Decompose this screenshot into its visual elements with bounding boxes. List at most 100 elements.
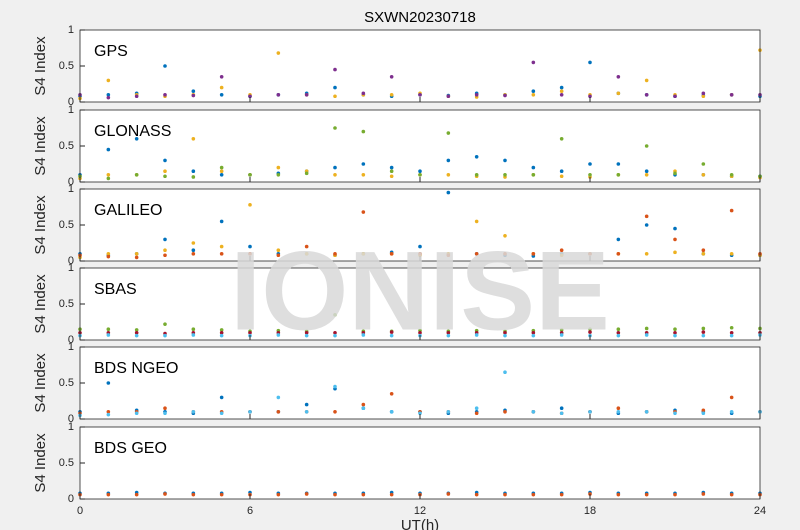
data-point: [163, 248, 167, 252]
data-point: [531, 173, 536, 177]
data-point: [446, 331, 451, 335]
data-point: [644, 333, 649, 337]
data-point: [446, 253, 451, 258]
data-point: [588, 330, 592, 334]
data-point: [276, 395, 281, 400]
data-point: [588, 162, 592, 166]
data-point: [219, 328, 224, 332]
data-point: [361, 210, 366, 214]
data-point: [701, 173, 706, 177]
x-tick-label: 18: [584, 505, 596, 517]
y-tick-label: 0: [68, 176, 74, 188]
data-point: [644, 93, 649, 97]
data-point: [644, 326, 649, 331]
data-point: [106, 95, 111, 100]
data-point: [333, 333, 337, 338]
data-point: [134, 411, 139, 416]
data-point: [729, 395, 734, 400]
y-tick-label: 0.5: [59, 219, 74, 231]
data-point: [418, 93, 422, 97]
data-point: [616, 327, 621, 332]
data-point: [474, 93, 479, 97]
data-point: [531, 93, 536, 97]
data-point: [134, 255, 139, 260]
data-point: [163, 333, 167, 338]
y-axis-label: S4 Index: [32, 274, 49, 334]
data-point: [191, 410, 196, 414]
data-point: [616, 173, 621, 177]
data-point: [389, 75, 394, 79]
data-point: [474, 333, 479, 337]
data-point: [503, 370, 507, 375]
data-point: [304, 492, 309, 496]
data-point: [248, 410, 252, 414]
data-point: [106, 252, 111, 256]
data-point: [389, 333, 394, 338]
data-point: [191, 137, 196, 141]
data-point: [729, 333, 734, 338]
data-point: [503, 173, 507, 177]
data-point: [644, 223, 649, 227]
data-point: [333, 331, 337, 335]
data-point: [503, 158, 507, 163]
data-point: [219, 331, 224, 335]
data-point: [701, 326, 706, 331]
data-point: [588, 60, 592, 65]
data-point: [673, 250, 677, 255]
data-point: [389, 174, 394, 179]
data-point: [219, 219, 224, 224]
data-point: [276, 248, 281, 252]
data-point: [191, 248, 196, 252]
data-point: [701, 411, 706, 416]
data-point: [219, 75, 224, 79]
data-point: [673, 492, 677, 497]
data-point: [531, 333, 536, 338]
y-tick-label: 1: [68, 341, 74, 353]
data-point: [333, 126, 337, 130]
y-tick-label: 0.5: [59, 298, 74, 310]
data-point: [191, 169, 196, 173]
data-point: [134, 173, 139, 177]
data-point: [644, 214, 649, 219]
data-point: [559, 89, 564, 93]
data-point: [333, 173, 337, 177]
data-point: [673, 331, 677, 335]
watermark: IONISE: [230, 229, 610, 354]
data-point: [559, 333, 564, 337]
data-point: [701, 408, 706, 413]
y-axis-label: S4 Index: [32, 353, 49, 413]
data-point: [106, 333, 111, 337]
data-point: [219, 395, 224, 400]
data-point: [304, 244, 309, 249]
data-point: [588, 94, 592, 99]
data-point: [446, 190, 451, 195]
data-point: [616, 333, 621, 338]
data-point: [418, 252, 422, 256]
data-point: [191, 492, 196, 497]
data-point: [163, 169, 167, 173]
data-point: [503, 410, 507, 414]
data-point: [389, 252, 394, 256]
data-point: [531, 252, 536, 256]
data-point: [106, 254, 111, 259]
data-point: [503, 93, 507, 98]
data-point: [134, 328, 139, 332]
data-point: [191, 175, 196, 179]
axes-background: [80, 347, 760, 419]
data-point: [644, 78, 649, 83]
data-point: [191, 333, 196, 337]
data-point: [219, 169, 224, 173]
data-point: [559, 411, 564, 416]
y-tick-label: 1: [68, 421, 74, 433]
y-tick-label: 0: [68, 413, 74, 425]
data-point: [276, 333, 281, 337]
data-point: [559, 406, 564, 411]
data-point: [163, 174, 167, 179]
data-point: [559, 248, 564, 252]
data-point: [106, 381, 111, 385]
data-point: [361, 402, 366, 407]
data-point: [616, 331, 621, 335]
data-point: [333, 384, 337, 389]
data-point: [616, 75, 621, 79]
data-point: [248, 203, 252, 207]
